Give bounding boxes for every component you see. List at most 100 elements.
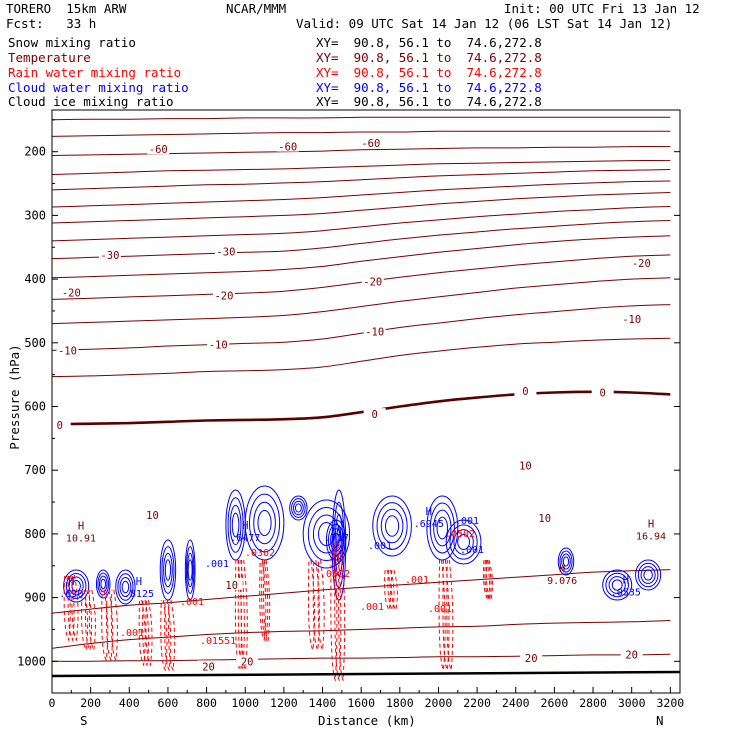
rain-contour	[164, 599, 172, 672]
x-tick-label-1400: 1400	[309, 696, 337, 710]
contour-label-bg	[212, 289, 235, 301]
cloud-water-contour	[429, 502, 455, 554]
contour-label: -30	[100, 250, 119, 262]
cloud-water-contour	[100, 578, 107, 590]
x-axis-left-end: S	[80, 713, 88, 728]
contour-label-bg	[60, 286, 83, 298]
contour-label-bg	[363, 325, 386, 337]
contour-label: 10	[538, 513, 551, 525]
extremum-value: .6945	[414, 519, 444, 530]
rain-contour	[334, 539, 342, 682]
surface-line	[51, 670, 681, 678]
isotherm-15	[52, 620, 671, 649]
cloud-water-contour	[611, 579, 623, 591]
cloud-water-contour	[605, 572, 630, 598]
legend-rain-xy: XY= 90.8, 56.1 to 74.6,272.8	[316, 65, 542, 80]
cloud-water-contour	[640, 566, 656, 584]
cloud-water-contour	[95, 569, 111, 599]
legend-snow-xy: XY= 90.8, 56.1 to 74.6,272.8	[316, 35, 542, 50]
isotherm--50	[52, 169, 671, 191]
legend-cloud-water-name: Cloud water mixing ratio	[8, 80, 189, 95]
contour-label-bg	[207, 338, 230, 350]
rain-label: .0362	[245, 548, 275, 559]
isotherm--45	[52, 180, 671, 208]
cloud-water-contour	[332, 532, 340, 548]
legend-cloud-water-xy: XY= 90.8, 56.1 to 74.6,272.8	[316, 80, 542, 95]
isotherm--55	[52, 160, 671, 176]
isotherm-20	[52, 653, 671, 662]
contour-label: 0	[600, 387, 606, 399]
legend-temperature-xy: XY= 90.8, 56.1 to 74.6,272.8	[316, 50, 542, 65]
cloud-water-contour	[253, 501, 276, 545]
cloud-water-contour	[643, 569, 653, 581]
rain-label: .0502	[445, 529, 475, 540]
x-tick-label-2800: 2800	[579, 696, 607, 710]
contour-label: -30	[216, 247, 235, 259]
contour-label-bg	[363, 408, 386, 420]
contour-label-bg	[220, 578, 243, 590]
rain-contour	[482, 559, 491, 602]
extremum-marker: H	[559, 563, 565, 575]
rain-contour	[88, 589, 96, 652]
y-axis-title: Pressure (hPa)	[7, 344, 22, 450]
cloud-label: .001	[368, 541, 392, 552]
isotherm--10	[52, 304, 671, 351]
cloud-water-contour	[294, 503, 302, 513]
contour-label: 10	[225, 580, 238, 592]
cloud-water-contour	[457, 534, 470, 550]
cloud-water-contour	[635, 559, 662, 591]
x-tick-label-400: 400	[119, 696, 140, 710]
rain-contour	[263, 559, 271, 642]
cloud-water-contour	[385, 515, 400, 537]
cloud-water-contour	[65, 573, 87, 599]
contour-label: 10	[519, 461, 532, 473]
cloud-water-contour	[97, 572, 109, 596]
rain-water-contours	[63, 539, 493, 682]
cloud-water-contour	[68, 576, 84, 596]
rain-contour	[338, 539, 346, 682]
contour-label: 20	[202, 661, 215, 673]
contour-label-bg	[620, 313, 643, 325]
rain-contour	[138, 599, 146, 667]
contour-label-bg	[214, 245, 237, 257]
isotherm--25	[52, 235, 671, 279]
contour-label: 20	[241, 656, 254, 668]
extremum-marker: H	[623, 575, 629, 587]
y-tick-label-700: 700	[24, 463, 46, 477]
contour-label: 0	[57, 420, 63, 432]
contour-label: -20	[632, 258, 651, 270]
contour-label-bg	[197, 660, 220, 672]
extremum-value: 10.91	[66, 533, 96, 544]
plot-frame	[51, 109, 681, 694]
cloud-water-contour	[98, 575, 108, 593]
isotherm--70	[52, 116, 671, 121]
legend-rain-name: Rain water mixing ratio	[8, 65, 182, 80]
valid-time: Valid: 09 UTC Sat 14 Jan 12 (06 LST Sat …	[296, 16, 673, 31]
x-tick-label-800: 800	[196, 696, 217, 710]
isotherm--30	[52, 220, 671, 260]
rain-label: .001	[405, 575, 429, 586]
cloud-water-contour	[186, 552, 194, 588]
x-tick-label-0: 0	[49, 696, 56, 710]
contour-label-bg	[236, 655, 259, 667]
cloud-water-contour	[231, 512, 240, 538]
rain-contour	[67, 574, 75, 642]
contour-label: -10	[58, 345, 77, 357]
cloud-water-contour	[372, 495, 412, 557]
contour-label: 20	[525, 653, 538, 665]
x-tick-label-1000: 1000	[231, 696, 259, 710]
rain-contour	[390, 569, 398, 612]
x-tick-label-2400: 2400	[502, 696, 530, 710]
rain-contour	[101, 589, 109, 662]
rain-contour	[160, 599, 168, 672]
isotherm--60	[52, 146, 671, 156]
cloud-label: .717	[325, 533, 349, 544]
cloud-water-contour	[380, 508, 404, 544]
rain-contour	[237, 559, 245, 672]
extremum-value: .8125	[124, 589, 154, 600]
rain-label: .001	[360, 602, 384, 613]
cloud-water-contour	[63, 569, 90, 603]
extremum-marker: H	[242, 520, 248, 532]
cloud-water-contour	[433, 509, 452, 547]
cloud-water-contours	[63, 485, 662, 605]
